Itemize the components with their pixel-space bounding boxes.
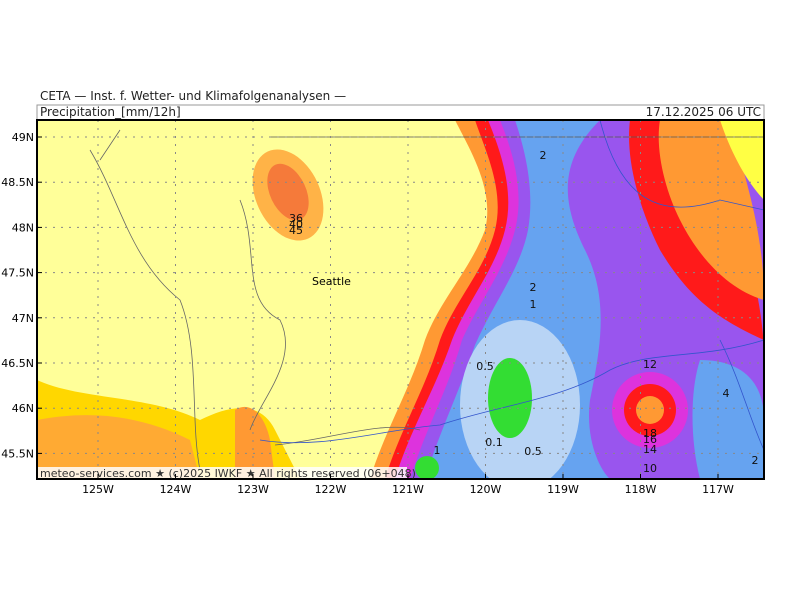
lat-label: 49N <box>12 131 34 144</box>
map-frame <box>36 119 765 480</box>
valid-time: 17.12.2025 06 UTC <box>646 105 761 119</box>
contour-label: 0.5 <box>524 445 542 458</box>
contour-label: 10 <box>643 462 657 475</box>
lat-label: 48N <box>12 221 34 234</box>
contour-label: 16 <box>643 433 657 446</box>
lat-label: 46N <box>12 402 34 415</box>
contour-label: 2 <box>752 454 759 467</box>
lat-label: 47.5N <box>1 267 34 280</box>
parameter: Precipitation_[mm/12h] <box>40 105 181 119</box>
lat-label: 48.5N <box>1 176 34 189</box>
lon-label: 118W <box>625 483 657 496</box>
contour-label: 12 <box>643 358 657 371</box>
contour-label: 1 <box>434 444 441 457</box>
institute: CETA — Inst. f. Wetter- und Klimafolgena… <box>40 89 346 103</box>
lon-label: 121W <box>392 483 424 496</box>
lon-label: 120W <box>470 483 502 496</box>
contour-label: 2 <box>530 281 537 294</box>
lon-label: 124W <box>160 483 192 496</box>
lon-label: 117W <box>702 483 734 496</box>
lat-label: 47N <box>12 312 34 325</box>
lon-label: 119W <box>547 483 579 496</box>
place-label: Seattle <box>312 275 351 288</box>
contour-label: 40 <box>289 218 303 231</box>
lat-label: 45.5N <box>1 447 34 460</box>
contour-label: 0.5 <box>476 360 494 373</box>
lat-label: 46.5N <box>1 357 34 370</box>
contour-label: 18 <box>643 427 657 440</box>
lon-label: 123W <box>237 483 269 496</box>
contour-label: 2 <box>540 149 547 162</box>
contour-label: 14 <box>643 443 657 456</box>
contour-label: 45 <box>289 224 303 237</box>
contour-label: 1 <box>530 298 537 311</box>
lon-label: 122W <box>315 483 347 496</box>
contour-label: 36 <box>289 212 303 225</box>
copyright: meteo-services.com ★ (c)2025 IWKF ★ All … <box>40 467 416 480</box>
contour-label: 0.1 <box>485 436 503 449</box>
contour-label: 4 <box>723 387 730 400</box>
map-field <box>37 120 764 479</box>
lon-label: 125W <box>82 483 114 496</box>
